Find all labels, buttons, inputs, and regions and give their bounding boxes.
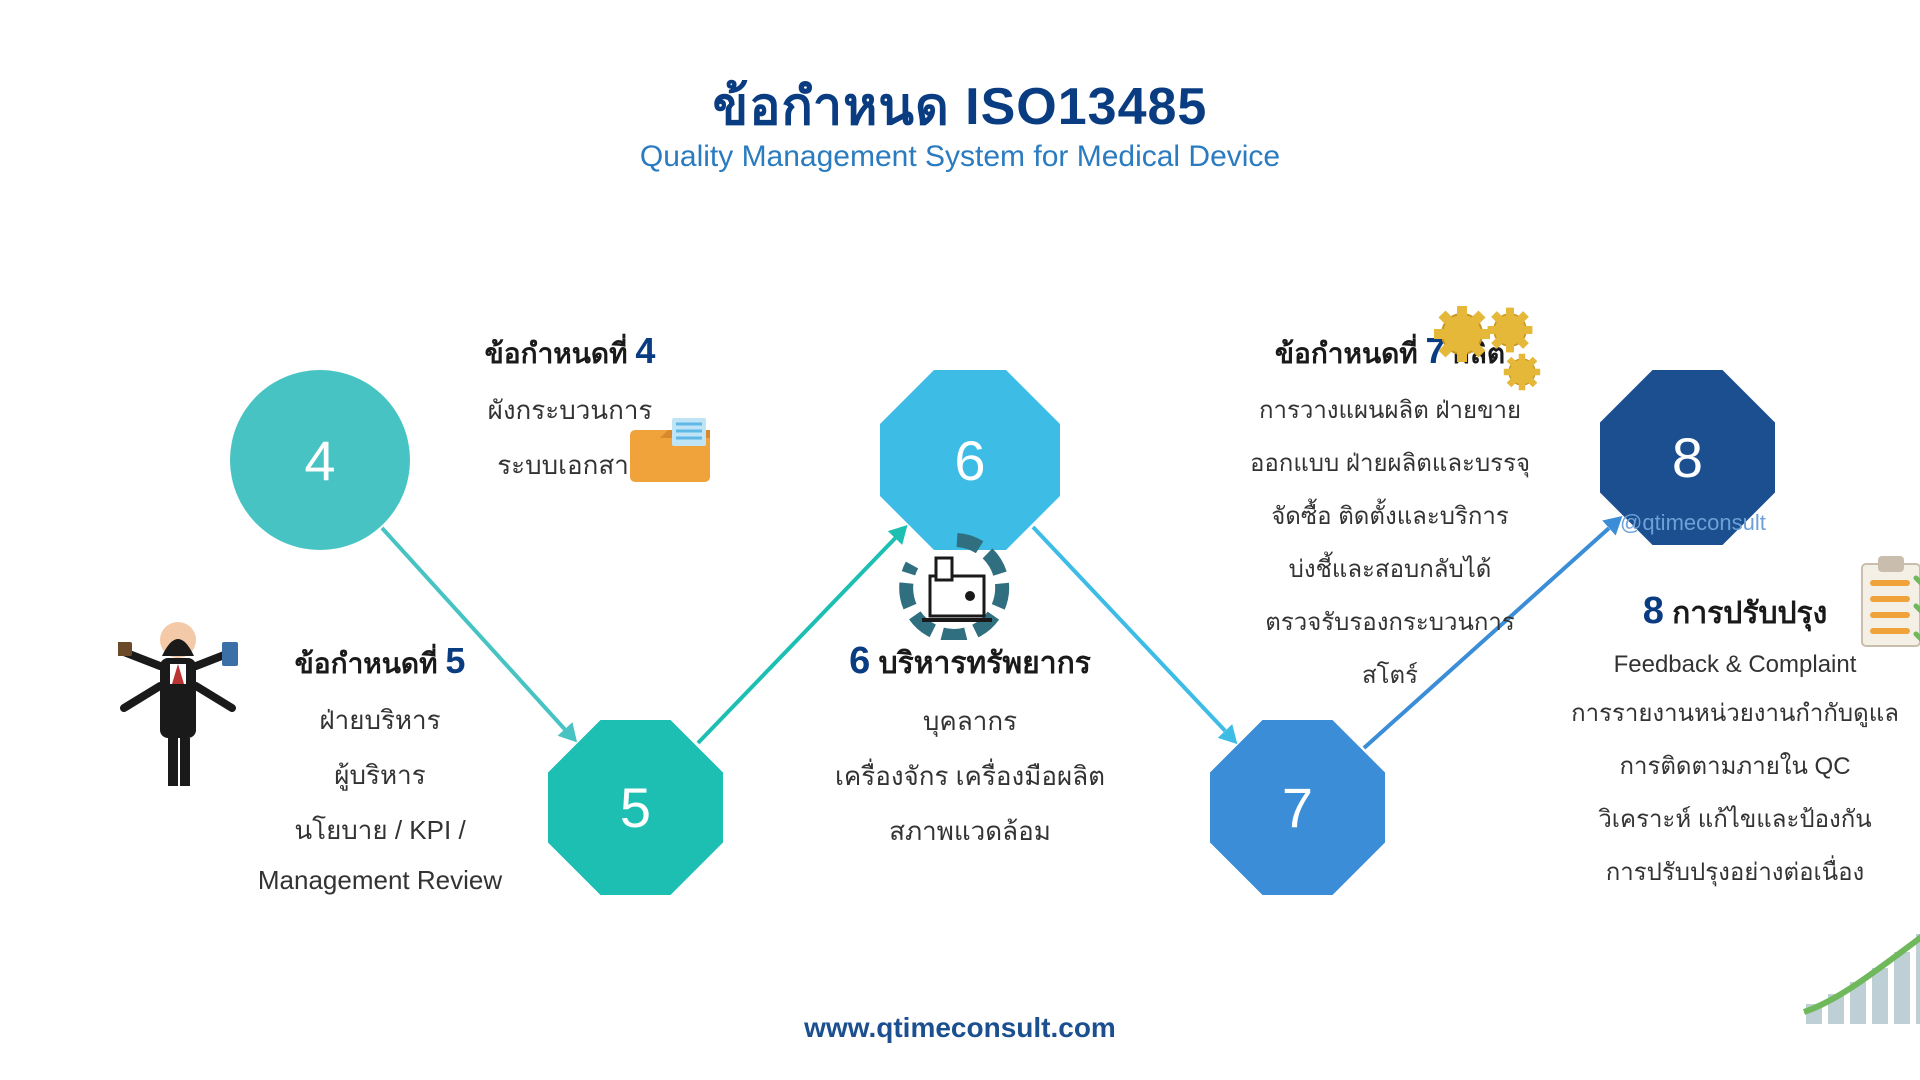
block-line: Management Review: [210, 865, 550, 896]
checklist-icon: [1856, 556, 1920, 656]
block-line: บ่งชี้และสอบกลับได้: [1190, 549, 1590, 588]
block-line: บุคลากร: [760, 701, 1180, 742]
page-title: ข้อกำหนด ISO13485: [713, 64, 1208, 147]
node-6: 6: [880, 370, 1060, 550]
barchart-icon: [1800, 912, 1920, 1032]
block-line: การปรับปรุงอย่างต่อเนื่อง: [1530, 852, 1920, 891]
block-heading: 6 บริหารทรัพยากร: [760, 640, 1180, 687]
block-line: การติดตามภายใน QC: [1530, 746, 1920, 785]
block-line: ฝ่ายบริหาร: [210, 700, 550, 741]
node-4: 4: [230, 370, 410, 550]
node-7: 7: [1210, 720, 1385, 895]
footer-url: www.qtimeconsult.com: [804, 1012, 1116, 1044]
gears-icon: [1432, 304, 1562, 404]
block-line: เครื่องจักร เครื่องมือผลิต: [760, 756, 1180, 797]
block-line: การรายงานหน่วยงานกำกับดูแล: [1530, 693, 1920, 732]
text-block-b6: 6 บริหารทรัพยากรบุคลากรเครื่องจักร เครื่…: [760, 640, 1180, 852]
block-line: วิเคราะห์ แก้ไขและป้องกัน: [1530, 799, 1920, 838]
block-heading: ข้อกำหนดที่ 4: [420, 330, 720, 376]
block-line: ออกแบบ ฝ่ายผลิตและบรรจุ: [1190, 443, 1590, 482]
text-block-b5: ข้อกำหนดที่ 5 ฝ่ายบริหารผู้บริหารนโยบาย /…: [210, 640, 550, 896]
factory-icon: [892, 530, 1022, 640]
folder-icon: [630, 418, 710, 486]
block-line: สภาพแวดล้อม: [760, 811, 1180, 852]
block-line: ผู้บริหาร: [210, 755, 550, 796]
block-heading: ข้อกำหนดที่ 5: [210, 640, 550, 686]
node-5: 5: [548, 720, 723, 895]
block-line: จัดซื้อ ติดตั้งและบริการ: [1190, 496, 1590, 535]
block-line: นโยบาย / KPI /: [210, 810, 550, 851]
page-subtitle: Quality Management System for Medical De…: [640, 140, 1280, 174]
manager-icon: [118, 612, 238, 792]
social-handle: @qtimeconsult: [1620, 510, 1766, 536]
